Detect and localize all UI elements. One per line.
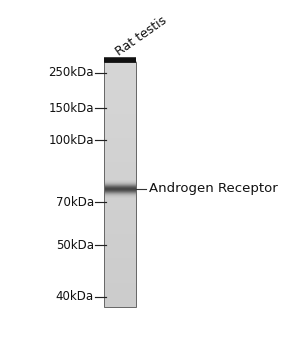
Text: 150kDa: 150kDa bbox=[48, 102, 94, 114]
Bar bbox=[104, 62, 136, 307]
Text: 40kDa: 40kDa bbox=[56, 290, 94, 303]
Text: 50kDa: 50kDa bbox=[56, 239, 94, 252]
Text: 70kDa: 70kDa bbox=[56, 196, 94, 209]
Text: 100kDa: 100kDa bbox=[48, 134, 94, 147]
Text: 250kDa: 250kDa bbox=[48, 66, 94, 79]
Text: Androgen Receptor: Androgen Receptor bbox=[149, 182, 278, 195]
Text: Rat testis: Rat testis bbox=[114, 14, 169, 59]
